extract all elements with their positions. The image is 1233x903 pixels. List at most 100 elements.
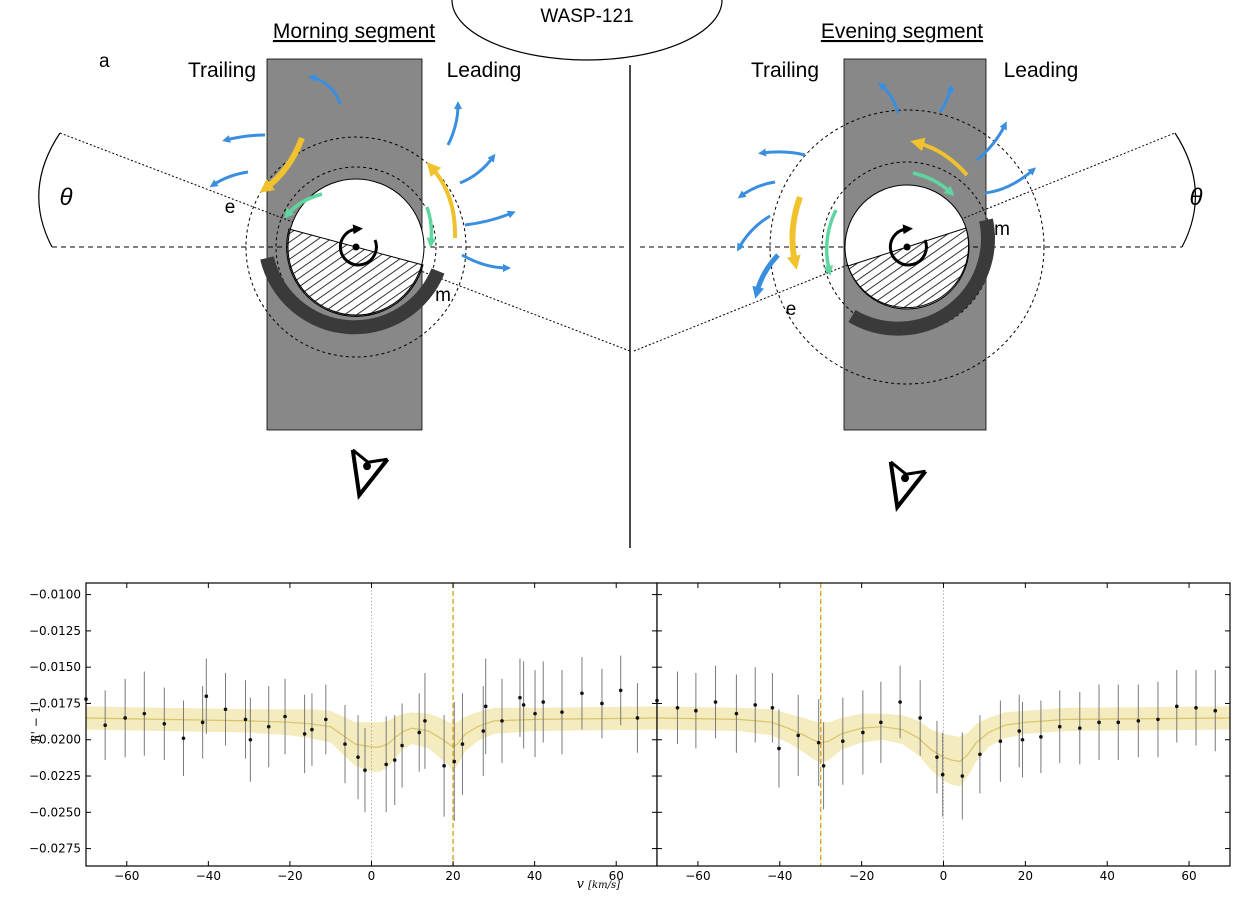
ytick-label-2: −0.0150 [29, 660, 81, 674]
evening-point-e: e [786, 299, 797, 320]
morning-data-point-15 [324, 717, 328, 722]
evening-data-point-19 [978, 752, 982, 757]
evening-data-point-28 [1136, 719, 1141, 723]
ytick-label-6: −0.0250 [29, 805, 81, 819]
evening-xtick-label-6: 60 [1181, 869, 1196, 883]
evening-trailing-label: Trailing [751, 59, 819, 82]
morning-theta: θ [59, 184, 72, 211]
evening-dark-arc [848, 218, 995, 336]
evening-xtick-label-1: −40 [767, 869, 792, 883]
evening-wind-arrows [737, 82, 1037, 299]
morning-xtick-label-3: 0 [368, 869, 376, 883]
morning-data-point-32 [533, 711, 537, 716]
evening-data-point-10 [821, 764, 826, 768]
evening-planet-center [903, 243, 911, 251]
morning-data-point-17 [356, 755, 360, 759]
evening-data-point-9 [816, 740, 821, 745]
evening-data-point-24 [1057, 724, 1062, 729]
star-label: WASP-121 [540, 6, 633, 27]
ytick-label-7: −0.0275 [29, 842, 81, 856]
morning-xtick-label-6: 60 [609, 869, 624, 883]
evening-data-point-7 [777, 746, 781, 751]
evening-segment: Evening segment Trailing Leading θ e m [633, 20, 1203, 513]
morning-data-point-11 [266, 724, 271, 729]
schematic-panel: WASP-121 a Morning segment Trailing Lead… [38, 0, 1203, 548]
evening-data-point-14 [898, 700, 902, 704]
morning-data-point-16 [343, 742, 347, 746]
plot-layer: −60 −40 −20 0 20 40 60 −0.0100 −0.0125 −0.0150 −0.… [29, 582, 1231, 883]
evening-data-point-16 [935, 755, 939, 759]
morning-model-line [85, 717, 658, 748]
evening-data-point-27 [1116, 720, 1121, 725]
panel-label-a: a [99, 51, 110, 72]
morning-data-point-33 [541, 700, 546, 704]
y-axis-label: ℜ' − 1 [29, 706, 43, 744]
morning-data-point-27 [481, 729, 486, 733]
morning-data-point-34 [560, 710, 564, 714]
rotation-arrow-icon [338, 224, 378, 267]
morning-data-point-25 [452, 759, 457, 764]
morning-data-point-30 [518, 695, 522, 700]
evening-data-point-23 [1039, 735, 1043, 739]
evening-data-point-5 [753, 703, 758, 707]
evening-data-point-6 [770, 706, 775, 710]
evening-nightside [847, 227, 970, 309]
evening-data-point-18 [960, 774, 965, 778]
evening-title: Evening segment [821, 20, 983, 43]
evening-xtick-label-4: 20 [1018, 869, 1033, 883]
evening-data-point-13 [879, 720, 883, 725]
evening-theta-ray [633, 132, 1176, 352]
evening-data-point-29 [1156, 717, 1160, 722]
ytick-label-5: −0.0225 [29, 769, 81, 783]
morning-segment: Morning segment Trailing Leading θ e m [38, 20, 631, 501]
evening-data-point-2 [694, 708, 698, 713]
evening-theta: θ [1189, 184, 1202, 211]
ytick-label-4: −0.0200 [29, 733, 81, 747]
morning-data-point-23 [423, 719, 427, 723]
morning-data-point-35 [580, 691, 584, 696]
morning-data-point-31 [521, 703, 526, 707]
morning-xtick-label-4: 20 [445, 869, 460, 883]
evening-data-point-22 [1020, 737, 1025, 742]
evening-eye-icon [888, 460, 928, 513]
morning-outer-ring [245, 136, 467, 358]
morning-data-point-24 [442, 764, 446, 768]
evening-data-point-30 [1174, 704, 1179, 709]
morning-data-point-20 [392, 758, 397, 762]
morning-data-point-4 [162, 721, 167, 726]
morning-xtick-label-1: −40 [196, 869, 221, 883]
evening-data-point-25 [1077, 726, 1082, 730]
x-axis-label: v [km/s] [577, 877, 620, 892]
morning-data-point-22 [417, 730, 422, 735]
morning-data-point-19 [384, 762, 388, 767]
evening-data-point-32 [1213, 708, 1218, 713]
evening-data-point-12 [861, 730, 865, 735]
evening-data-point-21 [1017, 729, 1022, 733]
evening-data-point-3 [713, 700, 718, 704]
evening-data-point-11 [841, 739, 845, 743]
morning-data-point-12 [283, 714, 287, 719]
evening-data-point-26 [1097, 720, 1101, 725]
evening-data-point-17 [940, 772, 945, 777]
morning-leading-label: Leading [447, 59, 522, 82]
morning-data-point-9 [243, 717, 248, 722]
morning-data-point-1 [103, 723, 107, 728]
morning-nightside [286, 228, 424, 317]
evening-xtick-label-3: 0 [940, 869, 948, 883]
morning-point-m: m [435, 285, 451, 306]
morning-xtick-label-0: −60 [114, 869, 139, 883]
morning-data-point-14 [310, 727, 314, 732]
evening-data-point-20 [998, 739, 1003, 743]
morning-data-point-38 [635, 716, 640, 720]
morning-data-point-2 [123, 716, 127, 720]
plot-panel: b −60−40−200204060−0.0100−0.0125−0.0150−… [29, 582, 1231, 892]
morning-data-point-13 [302, 732, 307, 736]
evening-xtick-label-2: −20 [849, 869, 874, 883]
morning-data-point-7 [204, 694, 209, 698]
morning-data-point-37 [618, 688, 623, 693]
evening-data-point-1 [675, 706, 680, 710]
x-axis-unit: [km/s] [588, 880, 620, 891]
morning-data-point-21 [400, 743, 404, 748]
evening-point-m: m [994, 219, 1010, 240]
